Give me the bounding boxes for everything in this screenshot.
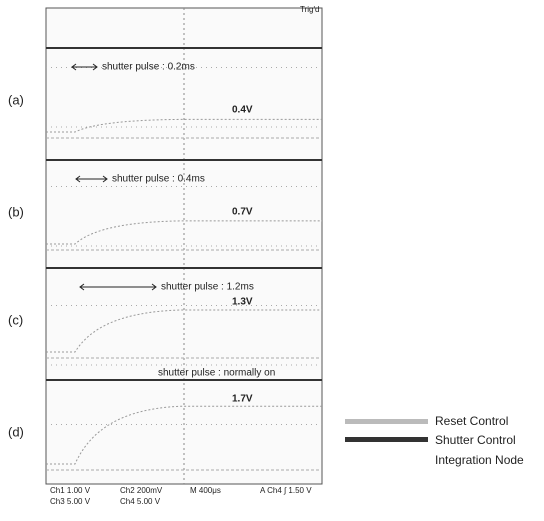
- legend-label: Reset Control: [435, 414, 508, 428]
- scope-readout: Ch3 5.00 V: [50, 497, 91, 506]
- scope-readout: Ch4 5.00 V: [120, 497, 161, 506]
- legend-swatch-reset: [345, 419, 428, 424]
- figure: Trig'd Reset Control Shutter Control Int…: [0, 0, 544, 521]
- scope-readout: M 400μs: [190, 486, 221, 495]
- legend-label: Integration Node: [435, 453, 524, 467]
- panel-label: (a): [8, 92, 24, 107]
- voltage-label: 0.7V: [232, 207, 253, 218]
- voltage-label: 0.4V: [232, 105, 253, 116]
- voltage-label: 1.7V: [232, 394, 253, 405]
- scope-readout: Ch2 200mV: [120, 486, 163, 495]
- legend-swatch-shutter: [345, 437, 428, 442]
- panel-label: (b): [8, 204, 24, 219]
- scope-readout: A Ch4 ∫ 1.50 V: [260, 486, 312, 495]
- pulse-annotation: shutter pulse : 1.2ms: [161, 282, 254, 293]
- scope-readout: Ch1 1.00 V: [50, 486, 91, 495]
- panel-label: (c): [8, 312, 23, 327]
- scope-header: Trig'd: [300, 5, 319, 14]
- panel-label: (d): [8, 424, 24, 439]
- pulse-annotation: shutter pulse : 0.2ms: [102, 62, 195, 73]
- legend-label: Shutter Control: [435, 433, 516, 447]
- pulse-annotation: shutter pulse : normally on: [158, 368, 275, 379]
- pulse-annotation: shutter pulse : 0.4ms: [112, 174, 205, 185]
- voltage-label: 1.3V: [232, 297, 253, 308]
